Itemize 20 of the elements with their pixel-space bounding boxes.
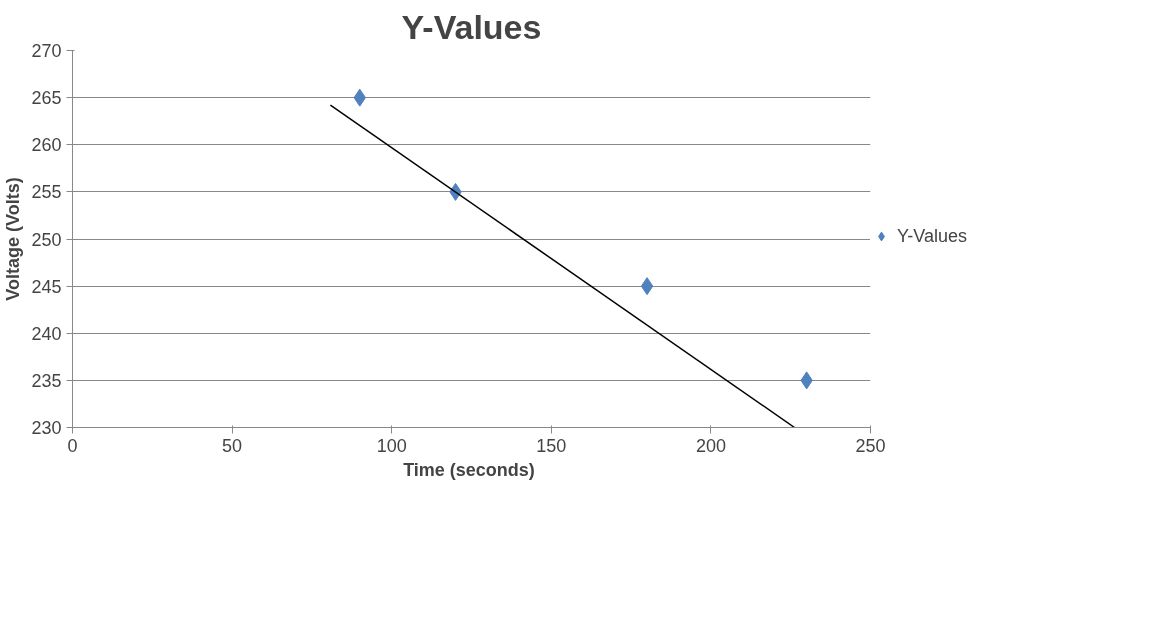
x-tick-label: 150 — [536, 435, 567, 456]
x-tick-label: 0 — [67, 435, 78, 456]
y-tick-label: 255 — [31, 182, 62, 203]
legend-label: Y-Values — [897, 225, 968, 247]
y-tick-label: 250 — [31, 229, 62, 250]
y-tick-label: 240 — [31, 323, 62, 344]
x-tick-label: 200 — [695, 435, 726, 456]
y-axis-title: Voltage (Volts) — [3, 177, 24, 301]
x-tick-label: 100 — [376, 435, 407, 456]
x-tick-label: 250 — [855, 435, 886, 456]
y-tick-label: 270 — [31, 41, 62, 61]
y-tick-label: 245 — [31, 276, 62, 297]
chart-title: Y-Values — [401, 7, 542, 46]
y-tick-label: 230 — [31, 418, 62, 438]
x-tick-label: 50 — [222, 435, 243, 456]
y-tick-label: 235 — [31, 370, 62, 391]
y-tick-label: 260 — [31, 135, 62, 156]
x-axis-title: Time (seconds) — [403, 459, 535, 480]
y-tick-label: 265 — [31, 88, 62, 109]
point — [640, 277, 654, 296]
